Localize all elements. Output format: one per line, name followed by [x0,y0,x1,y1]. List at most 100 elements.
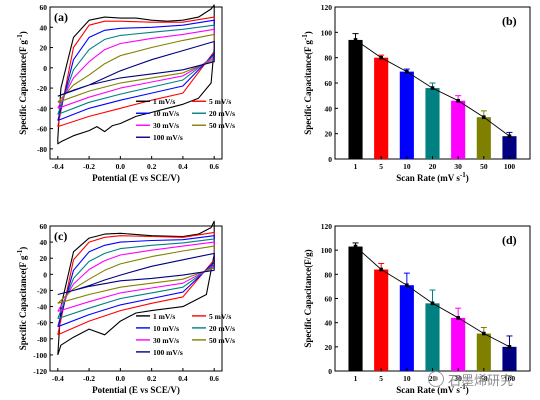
y-tick-label: -80 [37,335,47,344]
x-tick-label: 0.4 [178,374,188,383]
y-tick-label: 0 [328,367,332,376]
x-tick-label: 20 [429,162,437,171]
trend-marker [482,115,486,119]
bar [348,39,363,159]
trend-marker [353,38,358,42]
y-tick-label: -40 [37,104,47,113]
y-tick-label: -60 [37,125,47,134]
y-tick-label: 100 [321,246,333,255]
legend-label: 20 mV/s [209,324,235,333]
y-tick-label: 40 [325,319,333,328]
y-tick-label: -20 [37,84,47,93]
x-tick-label: 5 [379,162,383,171]
y-tick-label: 80 [325,54,333,63]
legend-label: 10 mV/s [153,324,179,333]
y-tick-label: -40 [37,303,47,312]
trend-marker [482,331,486,336]
legend-label: 100 mV/s [153,348,183,357]
bar [476,117,491,159]
legend-label: 30 mV/s [153,336,179,345]
series-line [57,19,215,122]
bar [502,136,517,159]
series-line [57,245,215,304]
y-tick-label: 80 [325,270,333,279]
plot-frame [49,225,223,372]
trend-marker [507,345,512,349]
trend-marker [379,55,383,60]
y-tick-label: 40 [40,23,48,32]
x-tick-label: -0.4 [52,374,64,383]
panel-2: -120 -100 -80 -60 -40 -20 0 20 40 60 -0.4 -0.2 0.0 0.… [16,220,235,395]
watermark: 石墨烯研究 [428,368,536,390]
y-tick-label: 20 [40,254,48,263]
legend-label: 1 mV/s [153,97,175,106]
x-tick-label: 0.6 [209,374,219,383]
x-tick-label: 10 [403,162,411,171]
series-line [57,241,215,312]
legend-label: 5 mV/s [209,97,231,106]
series-line [57,235,215,328]
y-tick-label: 120 [321,3,333,12]
x-tick-label: 100 [504,374,516,383]
x-tick-label: 0.0 [116,374,126,383]
bar [425,88,440,159]
panel-label: (a) [54,10,68,24]
bar [374,57,389,159]
trend-marker [456,316,460,320]
series-line [57,28,215,109]
x-tick-label: 100 [504,162,516,171]
trend-marker [430,301,435,306]
x-tick-label: 0.4 [178,162,188,171]
x-tick-label: -0.4 [52,162,64,171]
trend-marker [405,69,409,74]
x-tick-label: 0.2 [147,374,157,383]
series-line [57,231,215,336]
series-line [57,238,215,320]
y-tick-label: 40 [325,104,333,113]
y-tick-label: -60 [37,319,47,328]
x-axis-label: Scan Rate (mV s-1) [396,383,468,395]
x-tick-label: 1 [354,162,358,171]
x-tick-label: 0.6 [209,162,219,171]
legend-label: 50 mV/s [209,336,235,345]
y-tick-label: 0 [43,64,47,73]
y-tick-label: -20 [37,286,47,295]
series-line [57,252,215,296]
legend-label: 1 mV/s [153,312,175,321]
bar [476,333,491,371]
x-tick-label: 30 [454,374,462,383]
watermark-text: 石墨烯研究 [448,373,514,389]
x-axis-label: Potential (E vs SCE/V) [92,173,180,183]
y-tick-label: 0 [328,155,332,164]
trend-marker [456,98,460,103]
x-tick-label: 0.2 [147,162,157,171]
panel-label: (d) [502,233,517,247]
panel-1: 0 20 40 60 80 100 120 1 5 10 20 30 50 100 (b) Scan Rate… [301,3,531,183]
x-axis-label: Potential (E vs SCE/V) [92,385,180,395]
bar [348,246,363,371]
y-tick-label: 20 [325,130,333,139]
legend-label: 5 mV/s [209,312,231,321]
panel-0: -80 -60 -40 -20 0 20 40 60 -0.4 -0.2 0.0 0.2 0.4 0.6 (… [16,3,235,183]
x-tick-label: 5 [379,374,383,383]
bar [399,285,414,371]
plot-frame [49,6,223,160]
y-tick-label: 60 [40,3,48,12]
series-line [57,24,215,115]
x-tick-label: 50 [480,374,488,383]
series-line [57,4,215,145]
y-tick-label: -100 [33,351,47,360]
bar [502,346,517,371]
trend-marker [430,86,435,90]
y-tick-label: 60 [325,79,333,88]
y-tick-label: -80 [37,145,47,154]
legend-label: 10 mV/s [153,109,179,118]
panel-label: (c) [54,229,67,243]
series-line [57,40,215,97]
y-tick-label: 20 [40,44,48,53]
y-axis-label: Specific Capacitance(F g-1) [16,247,28,351]
bar [399,71,414,159]
panel-label: (b) [502,14,517,28]
y-tick-label: 100 [321,28,333,37]
trend-marker [379,267,383,272]
